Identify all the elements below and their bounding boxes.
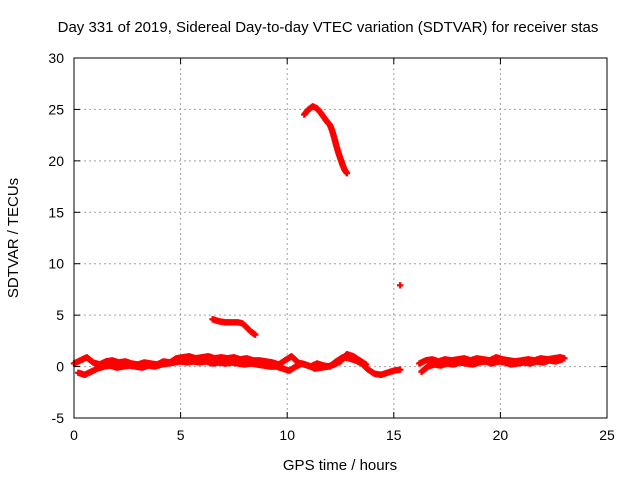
x-axis-label: GPS time / hours bbox=[283, 457, 397, 474]
y-axis-label: SDTVAR / TECUs bbox=[5, 178, 22, 298]
y-tick-label: 5 bbox=[56, 307, 64, 323]
y-tick-label: 25 bbox=[48, 101, 64, 117]
y-tick-label: -5 bbox=[52, 410, 65, 426]
x-tick-label: 10 bbox=[279, 427, 295, 443]
x-tick-label: 25 bbox=[599, 427, 615, 443]
x-tick-label: 0 bbox=[70, 427, 78, 443]
y-tick-label: 0 bbox=[56, 359, 64, 375]
data-point bbox=[343, 170, 351, 177]
chart-title: Day 331 of 2019, Sidereal Day-to-day VTE… bbox=[58, 19, 599, 36]
data-points bbox=[70, 103, 568, 378]
data-point bbox=[252, 331, 259, 338]
y-tick-label: 10 bbox=[48, 256, 64, 272]
data-point bbox=[396, 282, 404, 289]
x-tick-label: 20 bbox=[493, 427, 509, 443]
data-point bbox=[559, 356, 566, 363]
y-tick-label: 30 bbox=[48, 50, 64, 66]
x-tick-label: 5 bbox=[177, 427, 185, 443]
x-tick-label: 15 bbox=[386, 427, 402, 443]
plot-frame bbox=[73, 57, 608, 419]
y-tick-label: 15 bbox=[48, 204, 64, 220]
data-point bbox=[396, 366, 404, 373]
axis-ticks: 0 5 10 15 20 25 -5 0 5 10 15 20 25 30 bbox=[48, 50, 615, 443]
data-point bbox=[362, 361, 370, 368]
y-tick-label: 20 bbox=[48, 153, 64, 169]
